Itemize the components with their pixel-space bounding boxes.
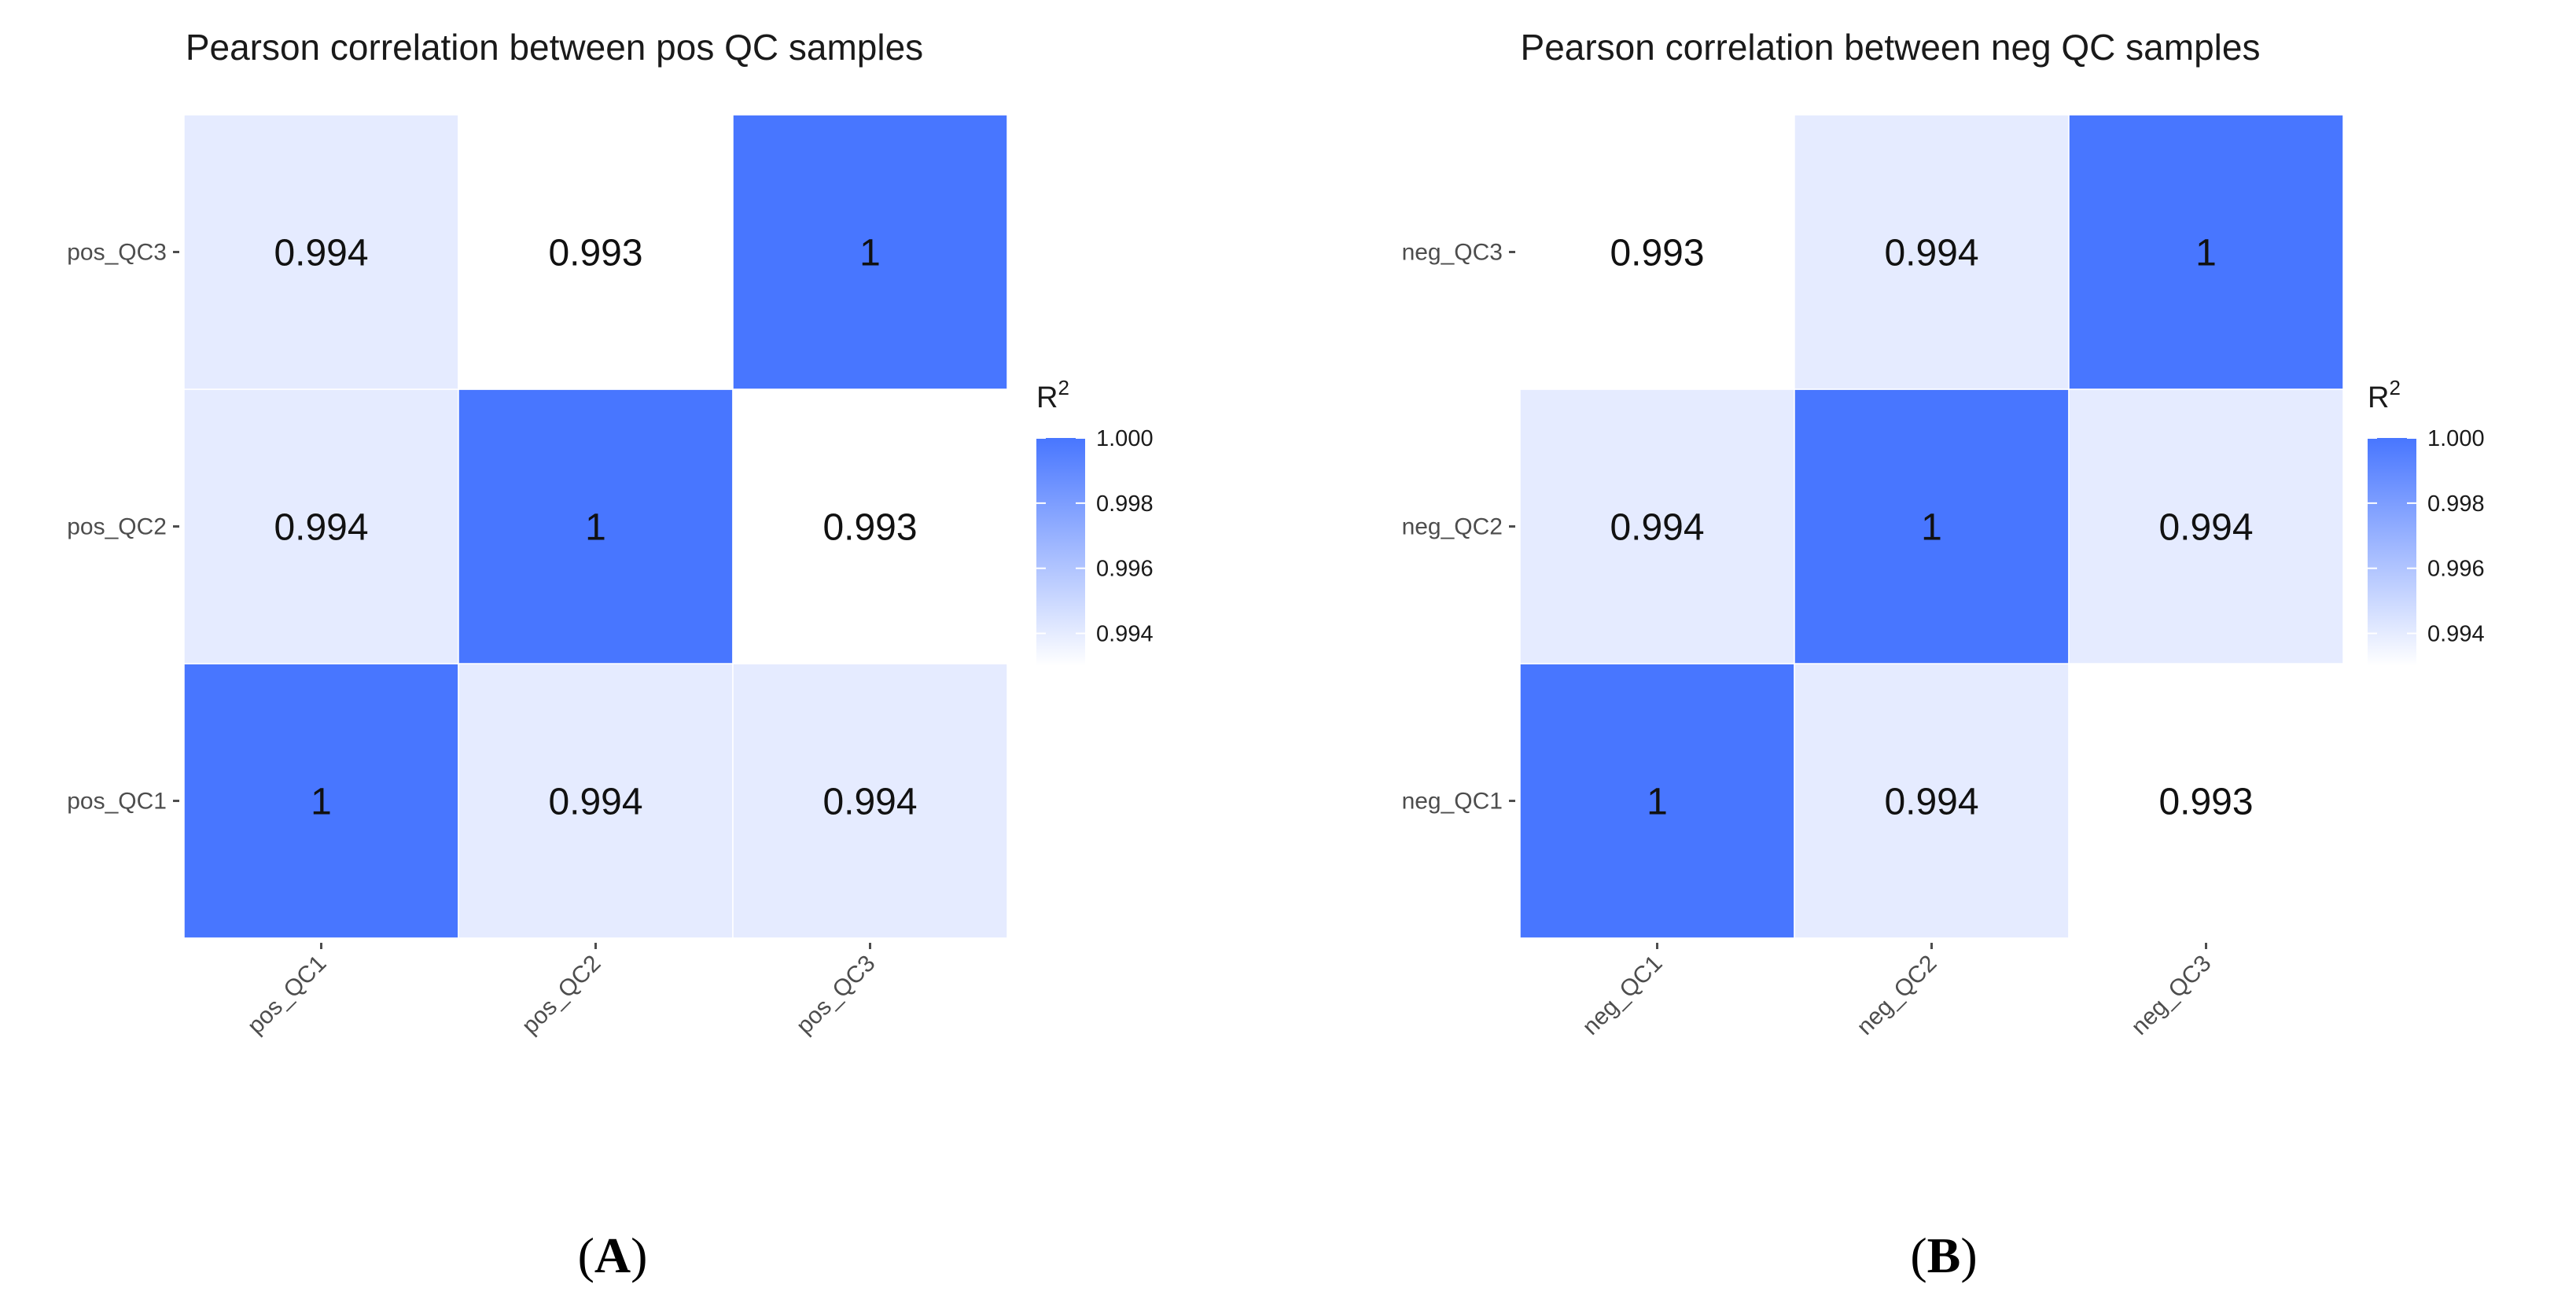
heatmap-cell <box>732 114 1008 390</box>
x-tick-label: neg_QC2 <box>1852 951 1941 1040</box>
heatmap-cell <box>732 388 1008 664</box>
cell-value-label: 1 <box>585 507 606 549</box>
cell-value-label: 1 <box>2195 233 2217 274</box>
x-tick-label: neg_QC3 <box>2126 951 2216 1040</box>
heatmap-cell <box>2068 388 2344 664</box>
cell-value-label: 0.994 <box>274 507 368 549</box>
legend-tick-label: 1.000 <box>1096 426 1154 451</box>
cell-value-label: 0.994 <box>548 782 642 823</box>
y-tick-label: neg_QC2 <box>1402 514 1503 540</box>
cell-value-label: 0.994 <box>274 233 368 274</box>
y-tick-label: pos_QC1 <box>67 789 167 815</box>
heatmap-cell <box>1519 114 1795 390</box>
y-tick-label: neg_QC1 <box>1402 789 1503 815</box>
legend-tick-label: 0.998 <box>1096 491 1154 517</box>
cell-value-label: 1 <box>859 233 881 274</box>
x-tick-label: pos_QC2 <box>517 951 605 1040</box>
heatmap-cell <box>458 388 734 664</box>
y-tick-label: neg_QC3 <box>1402 240 1503 266</box>
heatmap-cell <box>1794 114 2070 390</box>
cell-value-label: 0.994 <box>1610 507 1704 549</box>
panel-letter: B <box>1927 1227 1961 1283</box>
legend-title-superscript: 2 <box>2389 376 2400 399</box>
heatmap-panel-B: Pearson correlation between neg QC sampl… <box>1402 27 2485 1283</box>
cell-value-label: 0.994 <box>1884 233 1978 274</box>
heatmap-cell <box>183 663 459 939</box>
legend-tick-label: 1.000 <box>2427 426 2485 451</box>
legend-tick-label: 0.994 <box>1096 622 1154 647</box>
heatmap-cell <box>458 114 734 390</box>
y-tick-label: pos_QC3 <box>67 240 167 266</box>
legend-tick-label: 0.998 <box>2427 491 2485 517</box>
cell-value-label: 0.993 <box>2158 782 2253 823</box>
chart-title: Pearson correlation between pos QC sampl… <box>186 27 923 68</box>
cell-value-label: 0.993 <box>822 507 917 549</box>
heatmap-cell <box>183 388 459 664</box>
cell-value-label: 0.994 <box>822 782 917 823</box>
legend-tick-label: 0.996 <box>2427 557 2485 582</box>
y-tick-label: pos_QC2 <box>67 514 167 540</box>
legend-title: R2 <box>1036 376 1069 414</box>
heatmap-cell <box>1794 663 2070 939</box>
legend-color-bar <box>2368 438 2416 666</box>
heatmap-cell <box>1519 388 1795 664</box>
panel-label: (B) <box>1910 1227 1977 1283</box>
cell-value-label: 0.994 <box>1884 782 1978 823</box>
legend-tick-label: 0.996 <box>1096 557 1154 582</box>
heatmap-panel-A: Pearson correlation between pos QC sampl… <box>67 27 1153 1283</box>
legend-title-superscript: 2 <box>1058 376 1069 399</box>
x-tick-label: pos_QC1 <box>242 951 331 1040</box>
heatmap-cell <box>458 663 734 939</box>
heatmap-cell <box>1519 663 1795 939</box>
heatmap-cell <box>2068 114 2344 390</box>
cell-value-label: 1 <box>1647 782 1668 823</box>
legend-tick-label: 0.994 <box>2427 622 2485 647</box>
heatmap-cell <box>183 114 459 390</box>
chart-title: Pearson correlation between neg QC sampl… <box>1521 27 2261 68</box>
panel-label: (A) <box>578 1227 648 1283</box>
heatmap-cell <box>1794 388 2070 664</box>
cell-value-label: 0.993 <box>548 233 642 274</box>
x-tick-label: pos_QC3 <box>791 951 880 1040</box>
cell-value-label: 0.994 <box>2158 507 2253 549</box>
color-legend: R2 1.000 0.998 0.996 0.994 <box>2368 376 2485 666</box>
cell-value-label: 1 <box>1921 507 1942 549</box>
cell-value-label: 1 <box>311 782 332 823</box>
x-tick-label: neg_QC1 <box>1577 951 1667 1040</box>
legend-color-bar <box>1036 438 1085 666</box>
panel-letter: A <box>594 1227 631 1283</box>
color-legend: R2 1.000 0.998 0.996 0.994 <box>1036 376 1154 666</box>
cell-value-label: 0.993 <box>1610 233 1704 274</box>
heatmap-cell <box>2068 663 2344 939</box>
legend-title: R2 <box>2368 376 2401 414</box>
